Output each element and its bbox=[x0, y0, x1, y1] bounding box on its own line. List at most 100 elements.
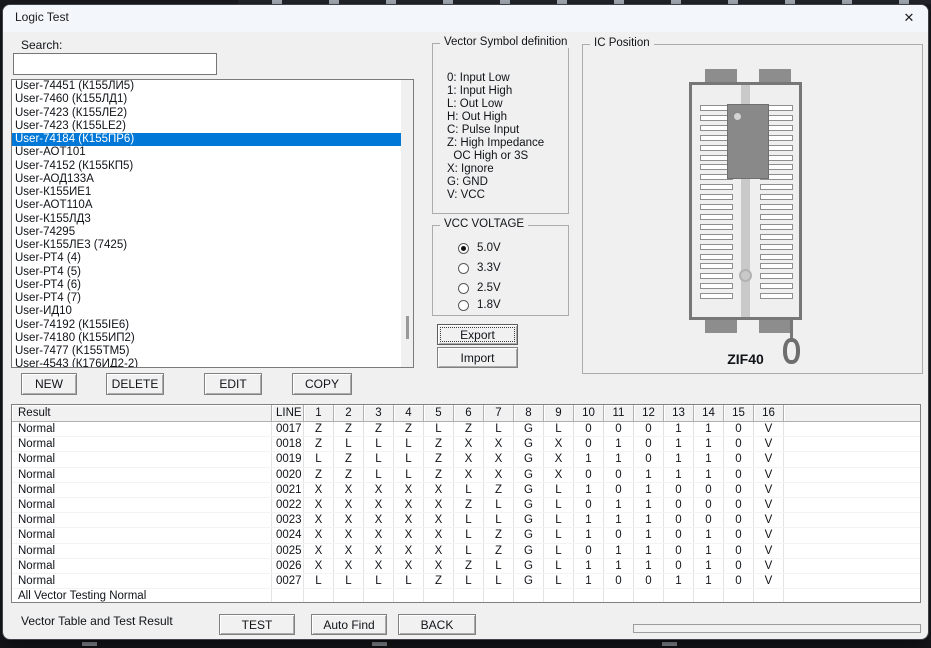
table-row[interactable]: Normal 0025 X X X X X L Z G L 0 1 1 0 1 0 V bbox=[12, 543, 920, 559]
radio-icon[interactable] bbox=[458, 262, 469, 274]
column-header[interactable]: 9 bbox=[544, 405, 574, 422]
table-row[interactable]: Normal 0018 Z L L L Z X X G X 0 1 0 1 1 0 V bbox=[12, 437, 920, 453]
list-item[interactable]: User-74152 (К155КП5) bbox=[15, 159, 134, 172]
column-header[interactable]: 2 bbox=[334, 405, 364, 422]
socket-lever-channel bbox=[741, 85, 750, 317]
vcc-option-2.5V[interactable]: 2.5V bbox=[458, 282, 501, 294]
close-icon[interactable]: ✕ bbox=[903, 10, 915, 25]
list-item[interactable]: User-7423 (К155ЛЕ2) bbox=[15, 106, 128, 119]
column-header[interactable]: 14 bbox=[694, 405, 724, 422]
list-item[interactable]: User-РТ4 (6) bbox=[15, 278, 81, 291]
column-header[interactable]: 3 bbox=[364, 405, 394, 422]
list-item[interactable]: User-К155ИЕ1 bbox=[15, 186, 92, 198]
list-item[interactable]: User-РТ4 (7) bbox=[15, 292, 81, 304]
row-filler bbox=[784, 437, 920, 451]
list-item[interactable]: User-РТ4 (4) bbox=[15, 252, 81, 265]
export-button[interactable]: Export bbox=[437, 324, 518, 345]
table-row[interactable]: Normal 0023 X X X X X L L G L 1 1 1 0 0 0 V bbox=[12, 513, 920, 529]
vector-cell: 1 bbox=[664, 422, 694, 437]
vector-cell: 1 bbox=[574, 452, 604, 467]
column-header[interactable]: 4 bbox=[394, 405, 424, 422]
list-item[interactable]: User-74192 (К155IE6) bbox=[15, 318, 130, 331]
list-item[interactable]: User-4543 (К176ИД2-2) bbox=[15, 358, 139, 368]
list-item[interactable]: User-74295 bbox=[15, 225, 76, 238]
radio-icon[interactable] bbox=[458, 282, 469, 294]
column-header[interactable]: 1 bbox=[304, 405, 334, 422]
vector-cell: V bbox=[754, 467, 784, 482]
column-header[interactable]: Result bbox=[12, 405, 272, 422]
background-window-bottom-sliver bbox=[0, 640, 931, 648]
list-item[interactable]: User-74184 (К155ПР6) bbox=[12, 133, 404, 147]
vector-cell: V bbox=[754, 543, 784, 558]
new-button[interactable]: NEW bbox=[21, 373, 77, 395]
vector-cell: 0 bbox=[604, 573, 634, 589]
list-item[interactable]: User-7460 (К155ЛД1) bbox=[15, 93, 128, 106]
socket-type-label: ZIF40 bbox=[727, 351, 764, 367]
row-filler bbox=[784, 422, 920, 436]
column-header[interactable]: 13 bbox=[664, 405, 694, 422]
delete-button[interactable]: DELETE bbox=[106, 373, 164, 395]
pin-slot bbox=[760, 273, 793, 280]
search-input[interactable] bbox=[13, 53, 217, 75]
line-cell: 0018 bbox=[272, 437, 304, 452]
radio-icon[interactable] bbox=[458, 242, 469, 254]
vector-cell: V bbox=[754, 573, 784, 589]
table-row[interactable]: Normal 0022 X X X X X Z L G L 0 1 1 0 0 0 V bbox=[12, 497, 920, 514]
row-filler bbox=[784, 513, 920, 527]
vector-cell: 1 bbox=[694, 573, 724, 589]
column-header[interactable]: 15 bbox=[724, 405, 754, 422]
table-row[interactable]: Normal 0024 X X X X X L Z G L 1 0 1 0 1 0 V bbox=[12, 528, 920, 544]
list-item[interactable]: User-К155ЛЕ3 (7425) bbox=[15, 239, 128, 251]
scrollbar-thumb[interactable] bbox=[406, 316, 409, 339]
table-row[interactable]: Normal 0017 Z Z Z Z L Z L G L 0 0 0 1 1 0 V bbox=[12, 422, 920, 438]
device-list-scrollbar[interactable] bbox=[401, 80, 413, 367]
vcc-option-3.3V[interactable]: 3.3V bbox=[458, 262, 501, 274]
table-row[interactable]: Normal 0019 L Z L L Z X X G X 1 1 0 1 1 0 V bbox=[12, 452, 920, 468]
column-header[interactable]: 8 bbox=[514, 405, 544, 422]
ic-position-group: IC Position ZIF40 bbox=[582, 37, 923, 374]
auto-find-button[interactable]: Auto Find bbox=[311, 614, 387, 635]
list-item[interactable]: User-7423 (К155LE2) bbox=[15, 119, 126, 132]
column-header[interactable]: 10 bbox=[574, 405, 604, 422]
result-cell: Normal bbox=[12, 513, 272, 528]
import-button[interactable]: Import bbox=[437, 347, 518, 368]
table-row[interactable]: Normal 0027 L L L L Z L L G L 1 0 0 1 1 0 V bbox=[12, 573, 920, 590]
vector-cell: 0 bbox=[574, 422, 604, 437]
vector-cell: X bbox=[484, 467, 514, 482]
vector-cell: X bbox=[394, 528, 424, 543]
vector-symbol-lines: 0: Input Low 1: Input High L: Out Low H: Ou… bbox=[447, 72, 544, 202]
table-row[interactable]: Normal 0021 X X X X X L Z G L 1 0 1 0 0 0 V bbox=[12, 482, 920, 498]
table-footer-row[interactable]: All Vector Testing Normal bbox=[12, 589, 920, 602]
vcc-option-5.0V[interactable]: 5.0V bbox=[458, 242, 501, 254]
list-item[interactable]: User-74180 (К155ИП2) bbox=[15, 331, 135, 344]
column-header[interactable]: 16 bbox=[754, 405, 784, 422]
list-item[interactable]: User-АОД133А bbox=[15, 172, 94, 185]
vcc-option-1.8V[interactable]: 1.8V bbox=[458, 299, 501, 311]
back-button[interactable]: BACK bbox=[398, 614, 476, 635]
table-row[interactable]: Normal 0026 X X X X X Z L G L 1 1 1 0 1 0 V bbox=[12, 558, 920, 574]
column-header[interactable]: 12 bbox=[634, 405, 664, 422]
result-cell: Normal bbox=[12, 558, 272, 573]
list-item[interactable]: User-74451 (К155ЛИ5) bbox=[15, 80, 135, 92]
list-item[interactable]: User-АОТ101 bbox=[15, 146, 86, 159]
vector-cell: 1 bbox=[694, 558, 724, 573]
test-button[interactable]: TEST bbox=[219, 614, 295, 635]
pin-slot bbox=[700, 283, 733, 290]
table-row[interactable]: Normal 0020 Z Z L L Z X X G X 0 0 1 1 1 0 V bbox=[12, 467, 920, 483]
list-item[interactable]: User-ИД10 bbox=[15, 305, 72, 318]
list-item[interactable]: User-РТ4 (5) bbox=[15, 265, 81, 278]
column-header[interactable]: 11 bbox=[604, 405, 634, 422]
vector-cell: 1 bbox=[634, 497, 664, 513]
pin-slot bbox=[760, 184, 793, 191]
column-header[interactable]: 5 bbox=[424, 405, 454, 422]
result-cell: Normal bbox=[12, 422, 272, 437]
column-header[interactable]: LINE bbox=[272, 405, 304, 422]
radio-icon[interactable] bbox=[458, 299, 469, 311]
list-item[interactable]: User-7477 (K155TM5) bbox=[15, 345, 130, 357]
column-header[interactable]: 7 bbox=[484, 405, 514, 422]
list-item[interactable]: User-К155ЛД3 bbox=[15, 212, 91, 225]
copy-button[interactable]: COPY bbox=[292, 373, 352, 395]
edit-button[interactable]: EDIT bbox=[204, 373, 262, 395]
column-header[interactable]: 6 bbox=[454, 405, 484, 422]
list-item[interactable]: User-АОТ110А bbox=[15, 199, 93, 212]
